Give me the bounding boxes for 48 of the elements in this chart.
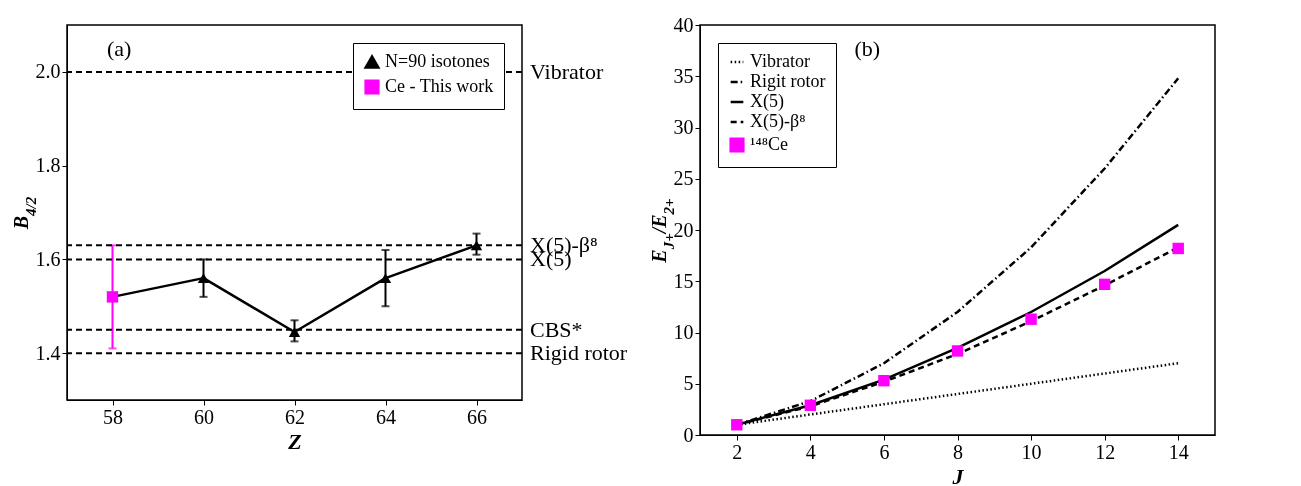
point — [1172, 242, 1184, 255]
legend-label: X(5) — [750, 91, 784, 112]
x-tick-label: 4 — [805, 440, 816, 463]
x-tick-label: 58 — [103, 405, 123, 428]
x-tick-label: 8 — [953, 440, 963, 463]
x-tick-label: 60 — [194, 405, 214, 428]
x-axis-title: J — [951, 463, 965, 486]
y-tick-label: 1.4 — [35, 341, 61, 364]
y-tick-label: 30 — [673, 116, 694, 138]
y-tick-label: 15 — [673, 269, 694, 292]
point — [379, 273, 392, 284]
y-tick-label: 0 — [683, 423, 694, 446]
x-tick-label: 6 — [879, 440, 890, 463]
point — [878, 374, 890, 387]
x-tick-label: 14 — [1168, 440, 1189, 463]
y-tick-label: 2.0 — [35, 60, 61, 83]
x-tick-label: 66 — [467, 405, 487, 428]
legend-label: ¹⁴⁸Ce — [750, 134, 788, 154]
legend-label: X(5)-β⁸ — [750, 111, 806, 132]
annotation: (b) — [854, 36, 881, 61]
legend-label: Rigit rotor — [750, 71, 826, 91]
point — [288, 327, 301, 337]
point — [731, 419, 743, 431]
y-tick-label: 1.6 — [35, 247, 61, 270]
ref-line-label: Rigid rotor — [530, 340, 628, 366]
y-tick-label: 5 — [683, 372, 694, 395]
annotation: (a) — [107, 36, 132, 61]
ref-line-label: Vibrator — [530, 58, 604, 84]
point — [804, 399, 817, 411]
legend-label: Vibrator — [750, 51, 810, 71]
x-tick-label: 64 — [376, 405, 396, 428]
x-tick-label: 62 — [285, 405, 305, 428]
x-tick-label: 10 — [1021, 440, 1042, 463]
y-tick-label: 40 — [673, 13, 694, 36]
y-tick-label: 35 — [673, 64, 694, 87]
point — [951, 345, 964, 357]
ref-line-label: CBS* — [530, 316, 583, 342]
x-tick-label: 2 — [732, 440, 743, 463]
legend-label: Ce - This work — [385, 76, 494, 96]
point — [197, 273, 210, 284]
x-tick-label: 12 — [1095, 440, 1116, 463]
point — [1025, 313, 1037, 325]
point — [1098, 278, 1111, 291]
y-tick-label: 10 — [673, 321, 694, 343]
x-axis-title: Z — [287, 428, 302, 454]
y-tick-label: 1.8 — [35, 154, 61, 177]
y-tick-label: 25 — [673, 167, 694, 190]
legend-label: N=90 isotones — [385, 51, 490, 71]
